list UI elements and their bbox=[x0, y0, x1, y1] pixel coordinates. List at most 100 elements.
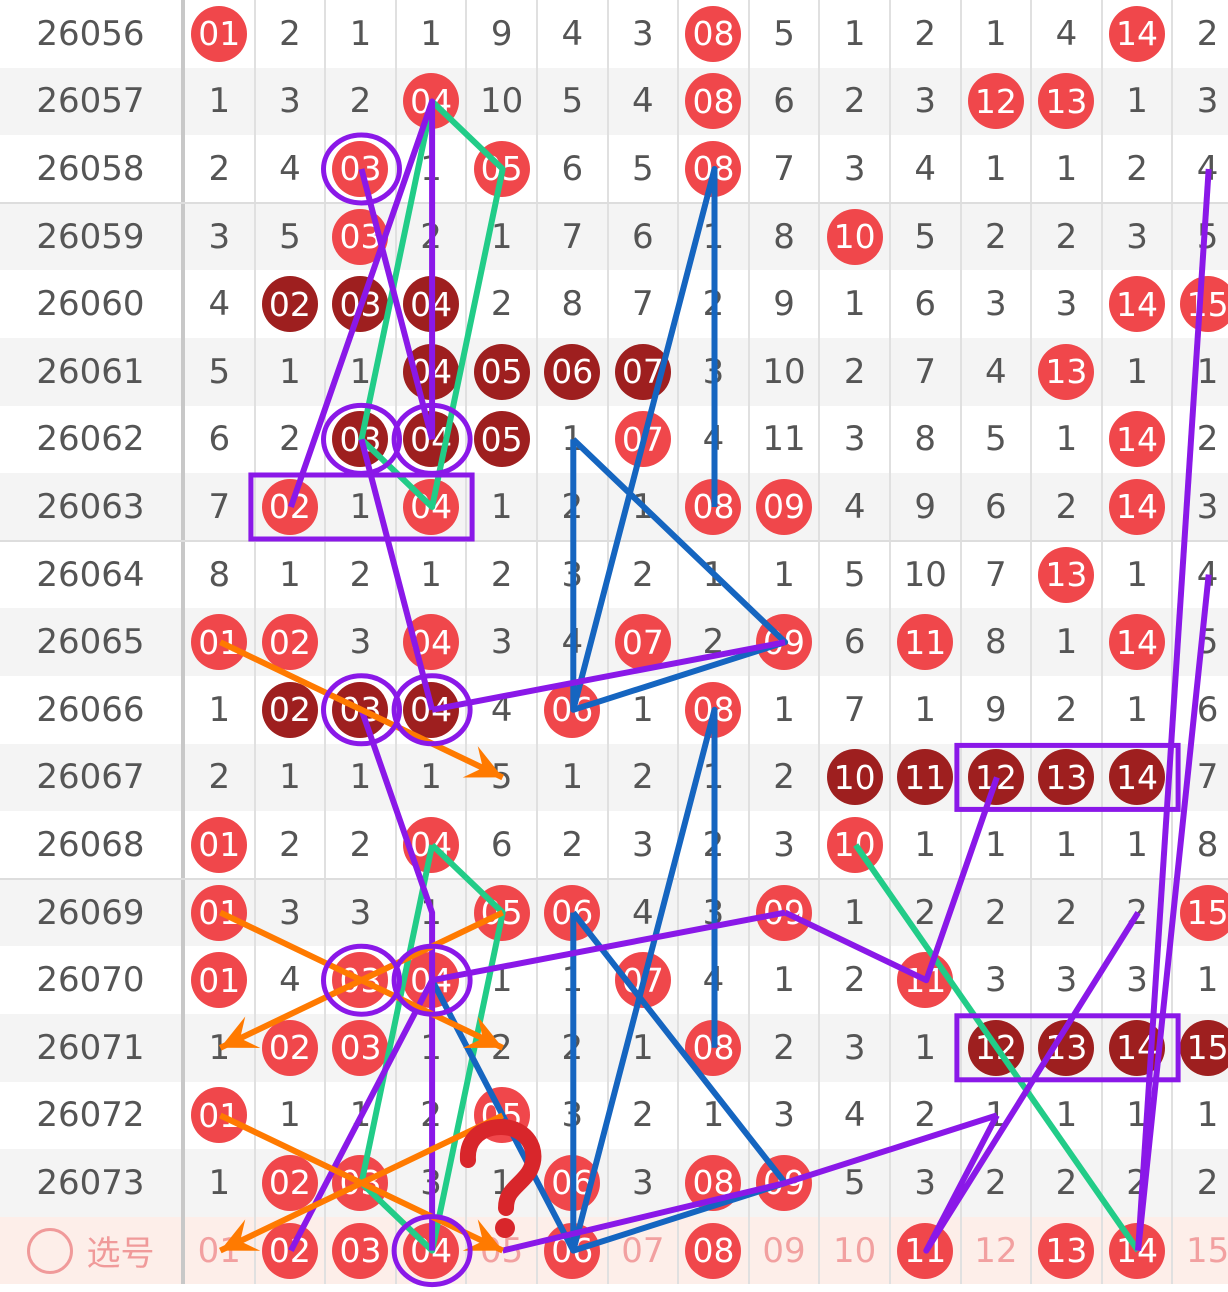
number-cell[interactable]: 3 bbox=[185, 202, 256, 271]
number-cell[interactable]: 13 bbox=[1032, 67, 1103, 136]
number-cell[interactable]: 1 bbox=[679, 1081, 750, 1150]
number-cell[interactable]: 1 bbox=[1032, 608, 1103, 676]
number-cell[interactable]: 01 bbox=[185, 946, 256, 1014]
number-cell[interactable]: 08 bbox=[679, 1216, 750, 1285]
number-cell[interactable]: 1 bbox=[256, 338, 327, 406]
number-cell[interactable]: 05 bbox=[467, 405, 538, 474]
number-cell[interactable]: 2 bbox=[750, 1014, 821, 1082]
number-cell[interactable]: 1 bbox=[1032, 135, 1103, 203]
number-cell[interactable]: 15 bbox=[1173, 1014, 1228, 1082]
number-cell[interactable]: 13 bbox=[1032, 1216, 1103, 1285]
number-cell[interactable]: 1 bbox=[1032, 1081, 1103, 1150]
number-cell[interactable]: 2 bbox=[609, 540, 680, 609]
select-toggle[interactable]: 选号 bbox=[26, 1226, 155, 1275]
number-cell[interactable]: 2 bbox=[256, 0, 327, 68]
number-cell[interactable]: 2 bbox=[962, 202, 1033, 271]
number-cell[interactable]: 6 bbox=[1173, 676, 1228, 744]
number-cell[interactable]: 2 bbox=[467, 270, 538, 338]
number-cell[interactable]: 1 bbox=[1173, 338, 1228, 406]
number-cell[interactable]: 3 bbox=[609, 1149, 680, 1217]
number-cell[interactable]: 8 bbox=[750, 202, 821, 271]
number-cell[interactable]: 3 bbox=[750, 811, 821, 879]
number-cell[interactable]: 4 bbox=[185, 270, 256, 338]
number-cell[interactable]: 1 bbox=[750, 946, 821, 1014]
number-cell[interactable]: 11 bbox=[891, 608, 962, 676]
number-cell[interactable]: 2 bbox=[1032, 1149, 1103, 1217]
number-cell[interactable]: 1 bbox=[750, 676, 821, 744]
number-cell[interactable]: 3 bbox=[1032, 270, 1103, 338]
number-cell[interactable]: 2 bbox=[609, 1081, 680, 1150]
number-cell[interactable]: 3 bbox=[962, 946, 1033, 1014]
number-cell[interactable]: 12 bbox=[962, 1216, 1033, 1285]
number-cell[interactable]: 5 bbox=[538, 67, 609, 136]
number-cell[interactable]: 01 bbox=[185, 811, 256, 879]
number-cell[interactable]: 02 bbox=[256, 676, 327, 744]
number-cell[interactable]: 2 bbox=[1173, 0, 1228, 68]
number-cell[interactable]: 08 bbox=[679, 0, 750, 68]
number-cell[interactable]: 7 bbox=[750, 135, 821, 203]
number-cell[interactable]: 1 bbox=[1103, 540, 1174, 609]
number-cell[interactable]: 11 bbox=[750, 405, 821, 474]
number-cell[interactable]: 1 bbox=[1173, 946, 1228, 1014]
number-cell[interactable]: 7 bbox=[185, 473, 256, 541]
number-cell[interactable]: 7 bbox=[891, 338, 962, 406]
number-cell[interactable]: 2 bbox=[1032, 878, 1103, 947]
number-cell[interactable]: 7 bbox=[538, 202, 609, 271]
number-cell[interactable]: 4 bbox=[820, 473, 891, 541]
number-cell[interactable]: 2 bbox=[1173, 406, 1228, 474]
number-cell[interactable]: 1 bbox=[962, 811, 1033, 879]
number-cell[interactable]: 12 bbox=[962, 67, 1033, 136]
number-cell[interactable]: 1 bbox=[326, 743, 397, 812]
number-cell[interactable]: 2 bbox=[1103, 135, 1174, 203]
number-cell[interactable]: 01 bbox=[185, 878, 256, 947]
number-cell[interactable]: 2 bbox=[820, 338, 891, 406]
number-cell[interactable]: 2 bbox=[891, 1081, 962, 1150]
number-cell[interactable]: 1 bbox=[820, 0, 891, 68]
number-cell[interactable]: 1 bbox=[1103, 811, 1174, 879]
number-cell[interactable]: 8 bbox=[185, 540, 256, 609]
number-cell[interactable]: 01 bbox=[185, 608, 256, 676]
number-cell[interactable]: 6 bbox=[750, 67, 821, 136]
number-cell[interactable]: 02 bbox=[256, 608, 327, 676]
number-cell[interactable]: 2 bbox=[962, 1149, 1033, 1217]
number-cell[interactable]: 8 bbox=[538, 270, 609, 338]
number-cell[interactable]: 14 bbox=[1103, 0, 1174, 68]
number-cell[interactable]: 3 bbox=[1032, 946, 1103, 1014]
number-cell[interactable]: 14 bbox=[1103, 473, 1174, 541]
number-cell[interactable]: 7 bbox=[1173, 744, 1228, 812]
number-cell[interactable]: 7 bbox=[962, 540, 1033, 609]
number-cell[interactable]: 14 bbox=[1103, 270, 1174, 338]
number-cell[interactable]: 15 bbox=[1173, 1217, 1228, 1285]
number-cell[interactable]: 2 bbox=[820, 67, 891, 136]
number-cell[interactable]: 1 bbox=[256, 540, 327, 609]
number-cell[interactable]: 3 bbox=[326, 608, 397, 676]
number-cell[interactable]: 3 bbox=[750, 1081, 821, 1150]
number-cell[interactable]: 03 bbox=[326, 1216, 397, 1285]
number-cell[interactable]: 3 bbox=[467, 608, 538, 676]
number-cell[interactable]: 01 bbox=[185, 1081, 256, 1150]
number-cell[interactable]: 1 bbox=[538, 405, 609, 474]
number-cell[interactable]: 1 bbox=[397, 0, 468, 68]
number-cell[interactable]: 4 bbox=[1032, 0, 1103, 68]
number-cell[interactable]: 2 bbox=[609, 743, 680, 812]
number-cell[interactable]: 1 bbox=[891, 1014, 962, 1082]
number-cell[interactable]: 1 bbox=[185, 676, 256, 744]
circle-radio-icon[interactable] bbox=[26, 1227, 73, 1274]
number-cell[interactable]: 7 bbox=[820, 676, 891, 744]
number-cell[interactable]: 4 bbox=[962, 338, 1033, 406]
number-cell[interactable]: 10 bbox=[820, 743, 891, 812]
number-cell[interactable]: 07 bbox=[609, 1216, 680, 1285]
number-cell[interactable]: 01 bbox=[185, 0, 256, 68]
number-cell[interactable]: 4 bbox=[609, 878, 680, 947]
number-cell[interactable]: 08 bbox=[679, 67, 750, 136]
number-cell[interactable]: 8 bbox=[1173, 811, 1228, 879]
number-cell[interactable]: 1 bbox=[397, 540, 468, 609]
number-cell[interactable]: 05 bbox=[467, 338, 538, 406]
number-cell[interactable]: 2 bbox=[538, 811, 609, 879]
number-cell[interactable]: 2 bbox=[750, 743, 821, 812]
number-cell[interactable]: 8 bbox=[962, 608, 1033, 676]
number-cell[interactable]: 2 bbox=[467, 540, 538, 609]
number-cell[interactable]: 3 bbox=[1103, 202, 1174, 271]
number-cell[interactable]: 6 bbox=[185, 405, 256, 474]
number-cell[interactable]: 9 bbox=[891, 473, 962, 541]
